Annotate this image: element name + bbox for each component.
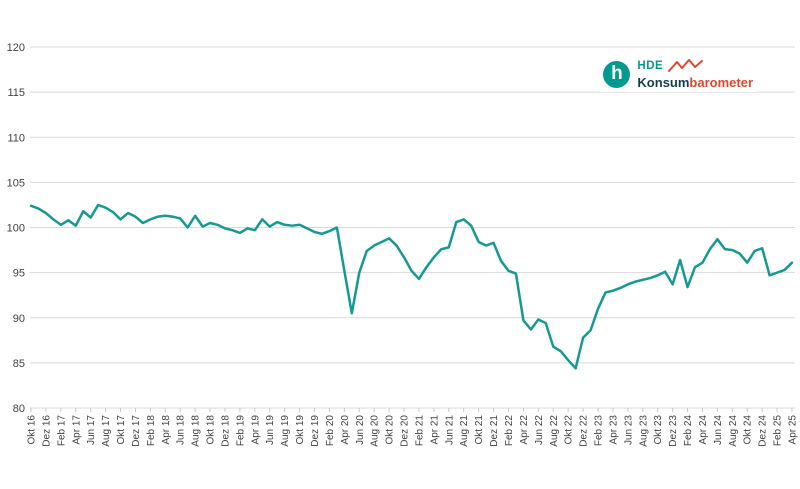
hde-wordmark: HDE: [637, 60, 664, 72]
svg-text:Feb 20: Feb 20: [325, 415, 336, 447]
svg-text:Aug 17: Aug 17: [101, 415, 112, 447]
svg-text:Apr 23: Apr 23: [608, 415, 619, 445]
svg-text:Jun 21: Jun 21: [444, 415, 455, 445]
svg-text:Feb 24: Feb 24: [683, 415, 694, 447]
svg-text:Feb 18: Feb 18: [146, 415, 157, 447]
svg-text:Jun 19: Jun 19: [265, 415, 276, 445]
svg-text:Apr 20: Apr 20: [340, 415, 351, 445]
svg-text:Okt 24: Okt 24: [743, 415, 754, 445]
svg-text:Dez 21: Dez 21: [489, 415, 500, 447]
svg-text:Feb 21: Feb 21: [414, 415, 425, 447]
svg-text:Okt 19: Okt 19: [295, 415, 306, 445]
svg-text:90: 90: [13, 313, 25, 325]
svg-text:Okt 21: Okt 21: [474, 415, 485, 445]
svg-text:Apr 24: Apr 24: [698, 415, 709, 445]
x-axis-ticks: [30, 408, 793, 412]
svg-text:95: 95: [13, 268, 25, 280]
svg-text:80: 80: [13, 403, 25, 415]
svg-text:Aug 24: Aug 24: [728, 415, 739, 447]
x-axis-labels: Okt 16 Dez 16 Feb 17 Apr 17 Jun 17 Aug 17 Okt …: [27, 415, 799, 447]
svg-text:Dez 20: Dez 20: [400, 415, 411, 447]
hde-logo-letter: h: [611, 63, 623, 84]
svg-text:85: 85: [13, 358, 25, 370]
svg-text:Okt 17: Okt 17: [116, 415, 127, 445]
svg-text:Dez 24: Dez 24: [758, 415, 769, 447]
svg-text:Feb 17: Feb 17: [56, 415, 67, 447]
svg-text:Apr 22: Apr 22: [519, 415, 530, 445]
svg-text:Aug 18: Aug 18: [191, 415, 202, 447]
svg-text:Feb 22: Feb 22: [504, 415, 515, 447]
svg-text:105: 105: [7, 177, 25, 189]
svg-text:Jun 23: Jun 23: [623, 415, 634, 445]
svg-text:Jun 18: Jun 18: [176, 415, 187, 445]
svg-text:Dez 22: Dez 22: [579, 415, 590, 447]
svg-text:Dez 17: Dez 17: [131, 415, 142, 447]
svg-text:Apr 25: Apr 25: [788, 415, 799, 445]
svg-text:120: 120: [7, 42, 25, 54]
svg-text:Okt 18: Okt 18: [206, 415, 217, 445]
svg-text:Jun 22: Jun 22: [534, 415, 545, 445]
svg-text:Aug 21: Aug 21: [459, 415, 470, 447]
svg-text:Dez 23: Dez 23: [668, 415, 679, 447]
svg-text:Okt 22: Okt 22: [564, 415, 575, 445]
svg-text:115: 115: [7, 87, 25, 99]
svg-text:Okt 23: Okt 23: [653, 415, 664, 445]
hde-logo-circle-icon: h: [603, 61, 631, 88]
logo-text-konsum: Konsum: [637, 75, 690, 90]
data-line: [29, 203, 794, 370]
svg-text:100: 100: [7, 223, 25, 235]
svg-text:Dez 16: Dez 16: [41, 415, 52, 447]
svg-text:Jun 17: Jun 17: [86, 415, 97, 445]
y-axis-labels: 120 115 110 105 100 95 90 85 80: [7, 42, 25, 415]
svg-text:Aug 23: Aug 23: [638, 415, 649, 447]
svg-text:Apr 21: Apr 21: [429, 415, 440, 445]
svg-text:Dez 19: Dez 19: [310, 415, 321, 447]
svg-text:Aug 22: Aug 22: [549, 415, 560, 447]
svg-text:Feb 23: Feb 23: [594, 415, 605, 447]
svg-text:Apr 17: Apr 17: [71, 415, 82, 445]
svg-text:Aug 19: Aug 19: [280, 415, 291, 447]
svg-text:110: 110: [7, 132, 25, 144]
gridlines: [30, 46, 795, 409]
svg-text:Apr 19: Apr 19: [250, 415, 261, 445]
svg-text:Feb 19: Feb 19: [235, 415, 246, 447]
svg-text:Dez 18: Dez 18: [220, 415, 231, 447]
svg-text:Okt 16: Okt 16: [27, 415, 38, 445]
hde-konsumbarometer-logo: h HDE Konsumbarometer: [600, 56, 756, 92]
svg-text:Jun 20: Jun 20: [355, 415, 366, 445]
svg-text:Apr 18: Apr 18: [161, 415, 172, 445]
svg-text:Jun 24: Jun 24: [713, 415, 724, 445]
zigzag-chart-icon: [668, 59, 704, 72]
svg-text:Aug 20: Aug 20: [370, 415, 381, 447]
logo-text-barometer: barometer: [689, 75, 753, 90]
svg-text:Okt 20: Okt 20: [385, 415, 396, 445]
svg-text:Feb 25: Feb 25: [773, 415, 784, 447]
